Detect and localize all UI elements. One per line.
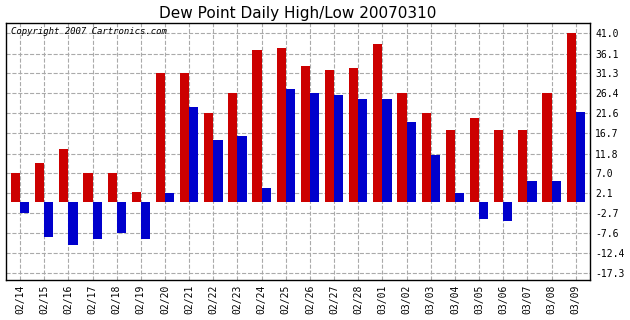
Bar	[11, 173, 20, 202]
Text: Copyright 2007 Cartronics.com: Copyright 2007 Cartronics.com	[11, 27, 168, 36]
Title: Dew Point Daily High/Low 20070310: Dew Point Daily High/Low 20070310	[159, 5, 437, 20]
Bar	[189, 108, 198, 202]
Bar	[132, 192, 141, 202]
Bar	[180, 73, 189, 202]
Bar	[431, 155, 440, 202]
Bar	[479, 202, 488, 219]
Bar	[349, 68, 358, 202]
Bar	[446, 130, 455, 202]
Bar	[334, 95, 343, 202]
Bar	[253, 50, 261, 202]
Bar	[228, 93, 238, 202]
Bar	[406, 122, 416, 202]
Bar	[108, 173, 117, 202]
Bar	[261, 188, 271, 202]
Bar	[35, 163, 44, 202]
Bar	[93, 202, 101, 239]
Bar	[518, 130, 527, 202]
Bar	[455, 193, 464, 202]
Bar	[576, 112, 585, 202]
Bar	[301, 66, 310, 202]
Bar	[214, 140, 222, 202]
Bar	[277, 48, 286, 202]
Bar	[551, 181, 561, 202]
Bar	[117, 202, 126, 233]
Bar	[358, 99, 367, 202]
Bar	[373, 44, 382, 202]
Bar	[141, 202, 150, 239]
Bar	[59, 148, 69, 202]
Bar	[286, 89, 295, 202]
Bar	[470, 118, 479, 202]
Bar	[566, 33, 576, 202]
Bar	[503, 202, 512, 220]
Bar	[542, 93, 551, 202]
Bar	[382, 99, 392, 202]
Bar	[494, 130, 503, 202]
Bar	[421, 113, 431, 202]
Bar	[156, 73, 165, 202]
Bar	[83, 173, 93, 202]
Bar	[238, 136, 247, 202]
Bar	[69, 202, 77, 245]
Bar	[44, 202, 54, 237]
Bar	[527, 181, 537, 202]
Bar	[20, 202, 29, 213]
Bar	[165, 193, 174, 202]
Bar	[204, 113, 214, 202]
Bar	[310, 93, 319, 202]
Bar	[398, 93, 406, 202]
Bar	[325, 70, 334, 202]
